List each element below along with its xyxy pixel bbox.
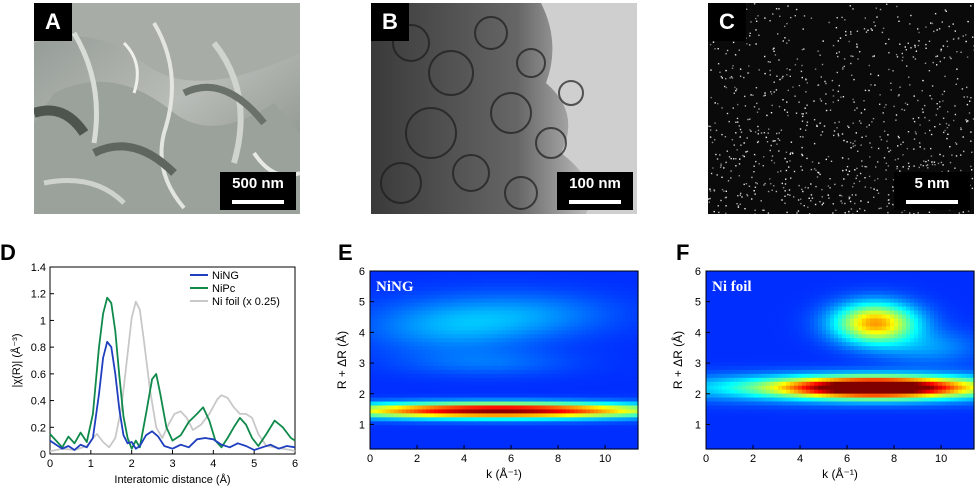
haadf-micrograph (708, 3, 974, 214)
chart-f-ytick-label: 6 (695, 266, 701, 278)
chart-d-series-line (49, 300, 296, 453)
chart-e-ytick-label: 3 (359, 358, 365, 370)
chart-e-xtick-label: 4 (461, 453, 467, 465)
chart-e-inset-label: NiNG (376, 279, 414, 295)
chart-d-ytick-label: 0 (40, 449, 46, 461)
panel-f-letter: F (676, 240, 690, 265)
chart-d-xtick-label: 6 (292, 458, 298, 470)
chart-f-ylabel: R + ΔR (Å) (670, 331, 685, 389)
chart-e-xtick-label: 2 (414, 453, 420, 465)
chart-d-legend-label: NiPc (212, 283, 236, 295)
chart-f-inset-label: Ni foil (712, 279, 752, 295)
panel-b-scale-label: 100 nm (569, 175, 621, 192)
chart-e-ytick-label: 4 (359, 327, 365, 339)
panel-a-sem-image: A 500 nm (34, 3, 300, 214)
panel-c-scale-bar: 5 nm (894, 172, 970, 210)
panel-b-scale-line (569, 200, 621, 204)
chart-f-ytick-label: 5 (695, 297, 701, 309)
chart-e-xtick-label: 10 (599, 453, 611, 465)
ft-exafs-chart: 0 1 2 3 4 5 6 0 0.2 0.4 0.6 0.8 1 1.2 1.4 Interatomic d… (10, 262, 298, 486)
chart-f-xlabel: k (Å⁻¹) (822, 466, 858, 481)
chart-d-ytick-label: 0.4 (31, 396, 46, 408)
chart-f-xtick-label: 4 (797, 453, 803, 465)
panel-a-scale-label: 500 nm (232, 175, 284, 192)
chart-f-ytick-label: 2 (695, 389, 701, 401)
panel-d-letter: D (0, 240, 16, 265)
chart-d-legend-label: NiNG (212, 270, 239, 282)
chart-d-ylabel: |χ(R)| (Å⁻³) (10, 334, 23, 388)
chart-d-series-line (49, 340, 296, 451)
chart-f-ytick-label: 3 (695, 358, 701, 370)
chart-e-ylabel: R + ΔR (Å) (334, 331, 349, 389)
chart-d-ytick-label: 0.6 (31, 369, 46, 381)
panel-a-letter: A (34, 3, 72, 41)
chart-d-ytick-label: 1 (40, 315, 46, 327)
chart-e-ytick-label: 5 (359, 297, 365, 309)
panel-b-tem-image: B 100 nm (371, 3, 637, 214)
chart-d-ytick-label: 1.2 (31, 289, 46, 301)
chart-e-xlabel: k (Å⁻¹) (486, 466, 522, 481)
panel-b-scale-bar: 100 nm (557, 172, 633, 210)
chart-e-ytick-label: 6 (359, 266, 365, 278)
panel-a-scale-bar: 500 nm (220, 172, 296, 210)
chart-d-xtick-label: 2 (129, 458, 135, 470)
chart-f-ytick-label: 1 (695, 419, 701, 431)
chart-d-xtick-label: 1 (88, 458, 94, 470)
chart-f-xtick-label: 10 (935, 453, 947, 465)
chart-e-xtick-label: 0 (367, 453, 373, 465)
chart-d-ytick-label: 0.2 (31, 422, 46, 434)
chart-f-xtick-label: 2 (750, 453, 756, 465)
chart-f-xtick-label: 6 (844, 453, 850, 465)
chart-e-frame (369, 270, 639, 450)
chart-d-legend-label: Ni foil (x 0.25) (212, 296, 280, 308)
panel-b-letter: B (371, 3, 409, 41)
chart-d-series-line (49, 296, 296, 450)
chart-d-ytick-label: 1.4 (31, 262, 46, 274)
chart-e-xtick-label: 6 (508, 453, 514, 465)
panel-e-letter: E (338, 240, 353, 265)
chart-f-frame (705, 270, 975, 450)
panel-c-scale-line (906, 200, 958, 204)
chart-d-ytick-label: 0.8 (31, 342, 46, 354)
chart-f-ytick-label: 4 (695, 327, 701, 339)
panel-a-scale-line (232, 200, 284, 204)
chart-e-xtick-label: 8 (555, 453, 561, 465)
chart-d-xlabel: Interatomic distance (Å) (114, 473, 230, 486)
chart-e-ytick-label: 2 (359, 389, 365, 401)
chart-f-xtick-label: 0 (703, 453, 709, 465)
chart-d-xtick-label: 4 (210, 458, 216, 470)
panel-c-letter: C (708, 3, 746, 41)
chart-d-xtick-label: 0 (47, 458, 53, 470)
chart-e-ytick-label: 1 (359, 419, 365, 431)
chart-f-xtick-label: 8 (891, 453, 897, 465)
chart-d-xtick-label: 3 (169, 458, 175, 470)
panel-c-haadf-image: C 5 nm (708, 3, 974, 214)
chart-d-xtick-label: 5 (251, 458, 257, 470)
panel-c-scale-label: 5 nm (914, 175, 950, 192)
